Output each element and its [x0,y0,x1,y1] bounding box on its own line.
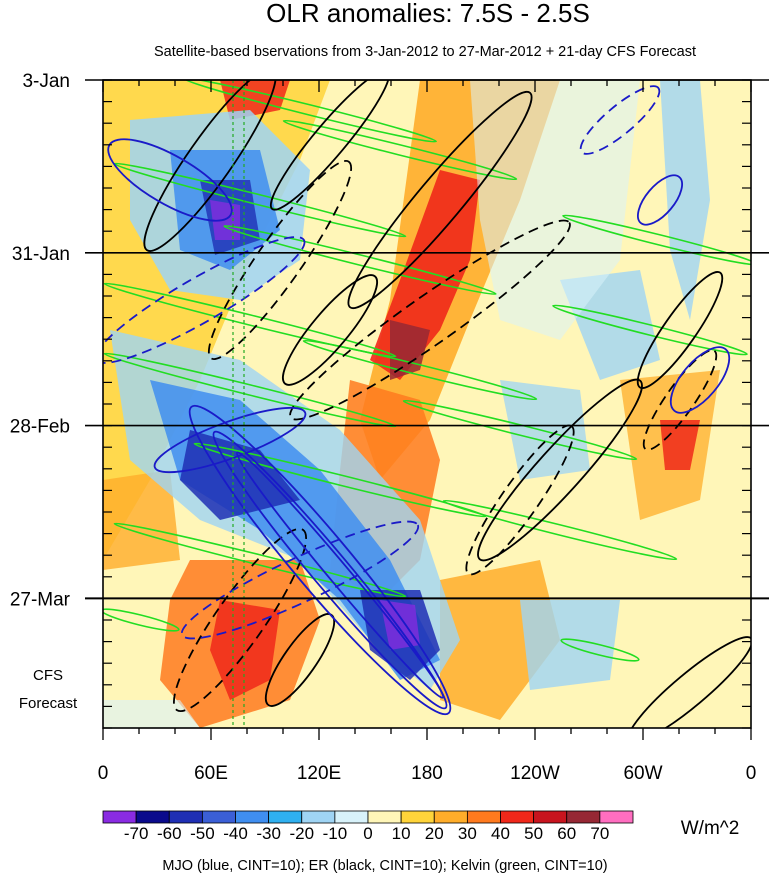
cool-anomaly-region [380,600,420,650]
colorbar-swatch [466,810,501,824]
neutral-anomaly-region [470,80,640,340]
y-tick-label: 28-Feb [10,417,70,438]
colorbar-label: -60 [157,824,182,843]
x-tick-label: 120E [297,763,341,784]
y-tick-label: 27-Mar [10,589,71,610]
er-contours [143,80,751,728]
colorbar-label: -30 [256,824,281,843]
mjo-contours-negative [103,85,661,640]
colorbar-swatch [566,810,601,824]
x-tick-label: 0 [746,763,757,784]
colorbar-swatch [235,810,270,824]
x-tick-label: 60W [623,763,662,784]
colorbar-swatch [135,810,170,824]
x-axis: 0 60E 120E 180 120W 60W 0 [98,80,757,784]
colorbar-swatch [500,810,535,824]
warm-anomaly-region [660,420,700,470]
forecast-label: CFS [33,667,63,684]
colorbar-label: 0 [363,824,372,843]
colorbar-label: -10 [323,824,348,843]
cool-anomaly-region [520,600,620,690]
cool-anomaly-region [180,430,300,520]
colorbar-swatch [334,810,369,824]
colorbar-label: -40 [223,824,248,843]
chart-subtitle: Satellite-based bservations from 3-Jan-2… [154,44,696,60]
colorbar-swatch [268,810,303,824]
colorbar-label: 60 [557,824,576,843]
colorbar-label: -20 [289,824,314,843]
forecast-label: Forecast [19,695,78,712]
colorbar-label: 40 [491,824,510,843]
x-tick-label: 60E [194,763,228,784]
chart-footer: MJO (blue, CINT=10); ER (black, CINT=10)… [162,858,607,874]
neutral-anomaly-region [103,700,200,728]
colorbar-label: -70 [124,824,149,843]
colorbar: -70 -60 -50 -40 -30 -20 -10 0 10 20 30 40 50 60 70 [102,810,634,843]
colorbar-label: 70 [590,824,609,843]
cool-anomaly-region [500,380,590,480]
chart-title: OLR anomalies: 7.5S - 2.5S [266,0,590,28]
x-tick-label: 0 [98,763,109,784]
colorbar-swatch [301,810,336,824]
y-tick-label: 31-Jan [12,244,70,265]
colorbar-swatch [433,810,468,824]
colorbar-units: W/m^2 [681,818,740,839]
warm-anomaly-region [103,470,180,570]
x-tick-label: 180 [411,763,443,784]
colorbar-swatch [599,810,634,824]
colorbar-swatch [367,810,402,824]
plot-area [103,80,751,728]
colorbar-swatch [533,810,568,824]
colorbar-label: -50 [190,824,215,843]
colorbar-swatch [201,810,236,824]
colorbar-swatch [168,810,203,824]
colorbar-swatch [102,810,137,824]
colorbar-label: 10 [392,824,411,843]
colorbar-label: 30 [458,824,477,843]
colorbar-swatch [400,810,435,824]
y-tick-label: 3-Jan [22,71,70,92]
colorbar-label: 20 [425,824,444,843]
cool-anomaly-region [660,80,710,320]
x-tick-label: 120W [510,763,560,784]
colorbar-label: 50 [524,824,543,843]
